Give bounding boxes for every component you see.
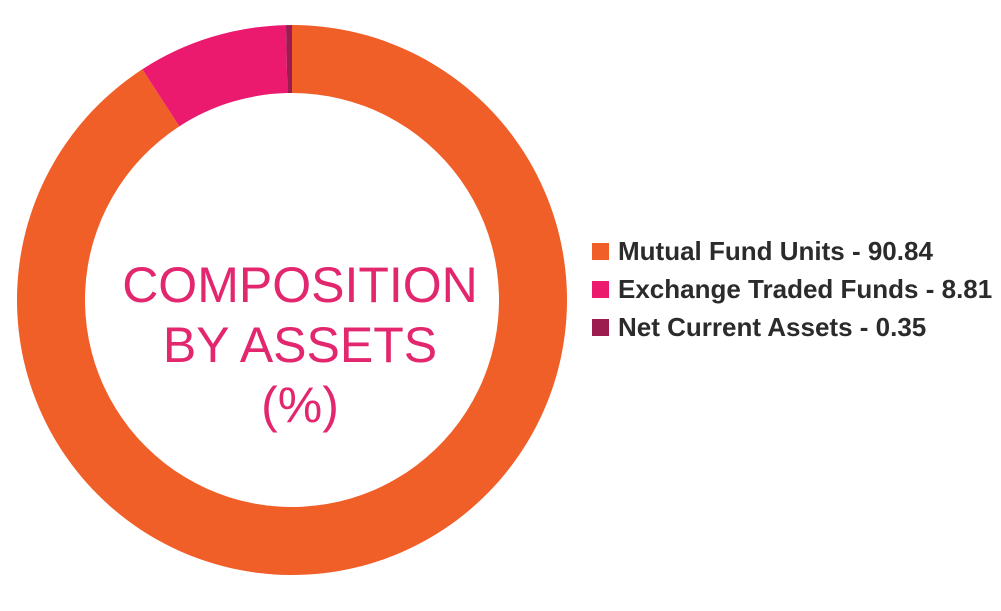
legend-swatch-net-current-assets xyxy=(592,318,609,336)
legend: Mutual Fund Units - 90.84 Exchange Trade… xyxy=(592,232,992,346)
legend-label-net-current-assets: Net Current Assets - 0.35 xyxy=(618,311,927,342)
legend-item-mutual-fund-units: Mutual Fund Units - 90.84 xyxy=(592,232,992,270)
chart-title: COMPOSITION BY ASSETS (%) xyxy=(90,255,510,435)
chart-title-line-2: BY ASSETS xyxy=(162,317,438,373)
legend-item-exchange-traded-funds: Exchange Traded Funds - 8.81 xyxy=(592,270,992,308)
chart-title-line-3: (%) xyxy=(261,377,339,433)
legend-swatch-exchange-traded-funds xyxy=(592,280,609,298)
legend-item-net-current-assets: Net Current Assets - 0.35 xyxy=(592,308,992,346)
legend-label-exchange-traded-funds: Exchange Traded Funds - 8.81 xyxy=(618,273,993,304)
legend-swatch-mutual-fund-units xyxy=(592,242,609,260)
chart-title-line-1: COMPOSITION xyxy=(122,257,478,313)
legend-label-mutual-fund-units: Mutual Fund Units - 90.84 xyxy=(618,235,933,266)
donut-slice-net-current-assets xyxy=(285,25,292,94)
donut-slice-exchange-traded-funds xyxy=(142,25,288,127)
